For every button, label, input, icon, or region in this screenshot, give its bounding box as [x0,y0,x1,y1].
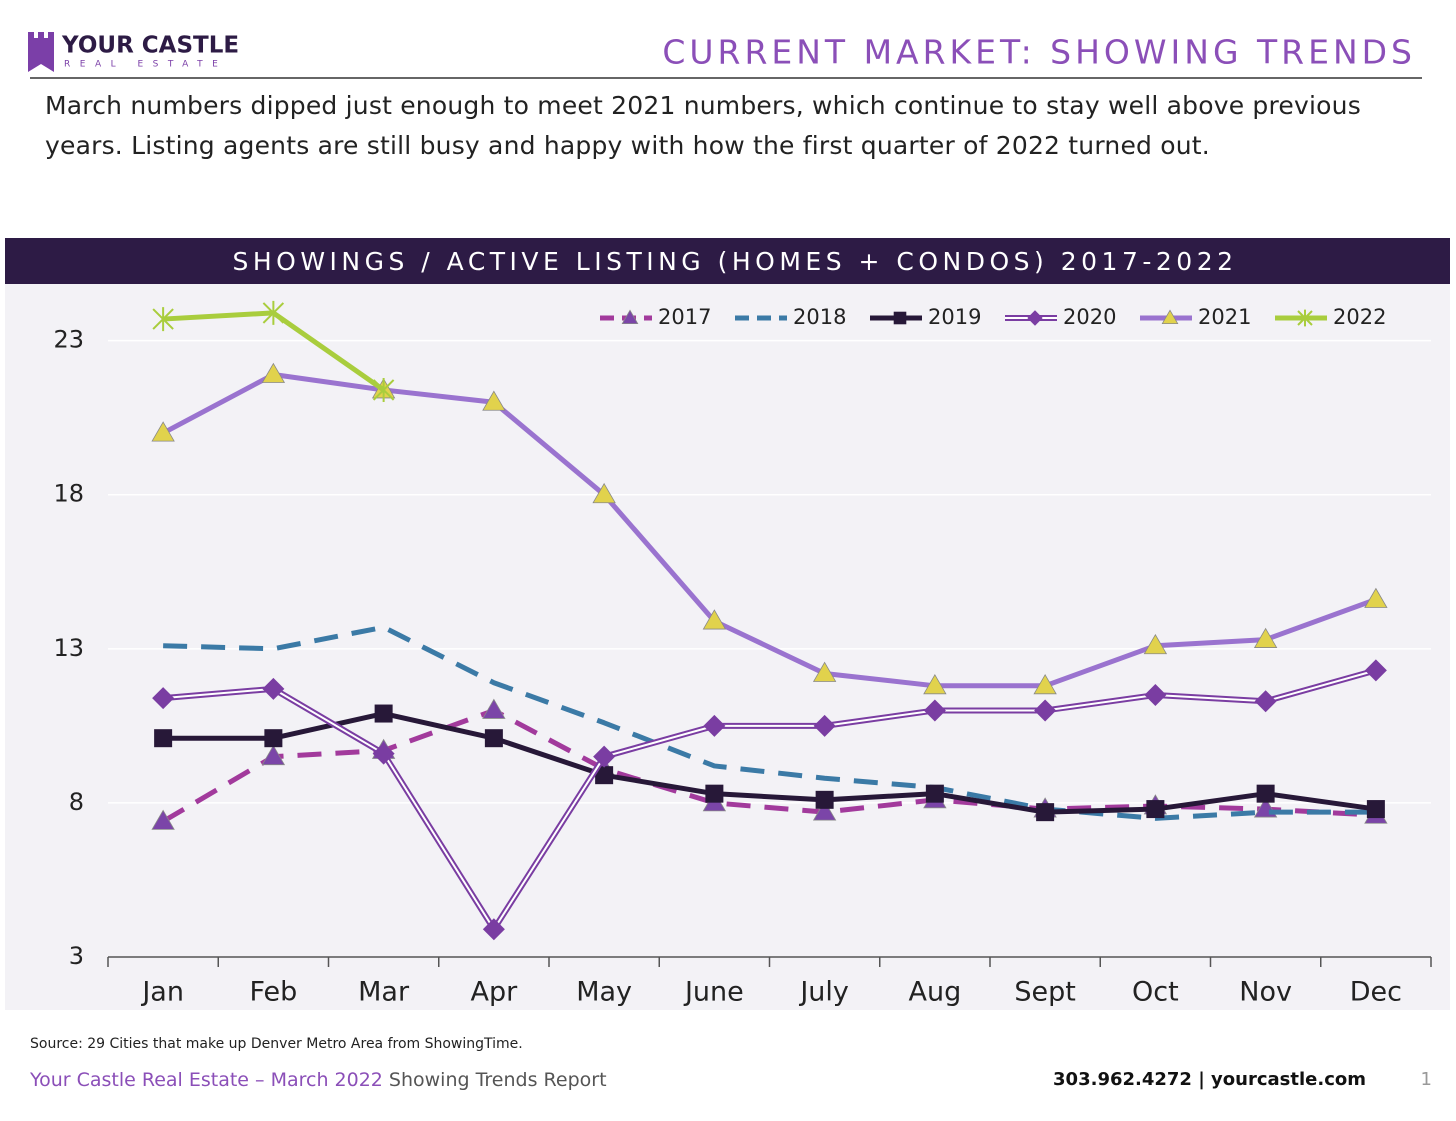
y-tick-label: 3 [69,942,84,970]
chart-title: SHOWINGS / ACTIVE LISTING (HOMES + CONDO… [232,247,1237,276]
legend-label: 2022 [1333,305,1386,329]
marker [482,698,506,719]
marker [1036,803,1055,822]
x-tick-label: Aug [909,977,962,1008]
series [163,624,1376,821]
y-tick-label: 13 [53,634,84,662]
logo-name: YOUR CASTLE [61,33,239,59]
x-tick-label: Feb [249,977,297,1008]
brand: Your Castle Real Estate – March 2022 [29,1069,383,1091]
marker [262,677,285,700]
legend-label: 2019 [928,305,981,329]
marker [1161,309,1179,324]
marker [1364,659,1387,682]
marker [1366,800,1385,819]
legend-label: 2018 [793,305,846,329]
marker [262,300,285,325]
series-line-inner [163,669,1377,931]
x-tick-label: Mar [358,977,410,1008]
marker [484,729,503,748]
marker [1253,627,1278,648]
marker [813,714,836,737]
marker [1146,800,1165,819]
marker [1027,310,1043,326]
marker [925,784,944,803]
marker [1033,674,1057,695]
marker [812,661,837,682]
series-line [161,707,1377,824]
report: Showing Trends Report [389,1069,607,1091]
marker [893,311,907,325]
marker [703,714,726,737]
marker [482,390,506,411]
marker [595,766,614,785]
x-tick-label: Apr [471,977,519,1008]
legend-label: 2021 [1198,305,1251,329]
y-tick-label: 23 [53,326,84,354]
marker [372,377,395,402]
marker [1297,309,1313,327]
marker [593,745,616,768]
marker [1034,699,1057,722]
x-tick-label: Jan [140,977,184,1008]
y-tick-label: 8 [69,788,84,816]
marker [374,704,393,723]
logo-sub: REAL ESTATE [64,60,227,70]
marker [261,744,286,766]
logo [28,32,54,72]
marker [702,609,727,630]
legend-label: 2017 [658,305,711,329]
x-tick-label: Dec [1350,977,1402,1008]
footer-brand: Your Castle Real Estate – March 2022 Show… [29,1069,607,1091]
marker [1256,784,1275,803]
marker [592,482,616,504]
marker [264,729,283,748]
marker [812,800,837,821]
marker [923,699,946,722]
marker [621,309,639,324]
marker [154,729,173,748]
page-number: 1 [1421,1069,1432,1090]
series [152,300,395,402]
series-line [163,624,1376,821]
marker [152,307,174,332]
marker [1364,587,1388,608]
x-tick-label: Nov [1239,977,1292,1008]
logo-icon [28,32,54,72]
marker [1254,690,1277,713]
marker [923,674,947,695]
series-line [163,711,1377,815]
marker [482,918,505,941]
series [152,659,1387,941]
marker [152,687,175,710]
marker [372,742,395,765]
x-tick-label: June [683,977,744,1008]
marker [815,790,834,809]
y-tick-label: 18 [53,480,84,508]
legend-label: 2020 [1063,305,1116,329]
marker [1143,633,1168,655]
series-line [161,372,1377,689]
legend: 2017 2018 2019 2020 2021 2022 [600,305,1386,329]
x-tick-label: Sept [1014,977,1075,1008]
series [154,704,1385,822]
marker [261,362,286,383]
marker [151,421,175,442]
x-tick-label: July [798,977,849,1008]
contact: 303.962.4272 | yourcastle.com [1053,1069,1366,1090]
marker [151,809,175,830]
marker [705,784,724,803]
x-tick-label: Oct [1132,977,1179,1008]
x-tick-label: May [576,977,632,1008]
source: Source: 29 Cities that make up Denver Me… [30,1036,523,1052]
page-title: CURRENT MARKET: SHOWING TRENDS [662,33,1416,72]
chart-banner [5,238,1450,284]
marker [1144,684,1167,707]
summary: March numbers dipped just enough to meet… [45,91,1361,160]
